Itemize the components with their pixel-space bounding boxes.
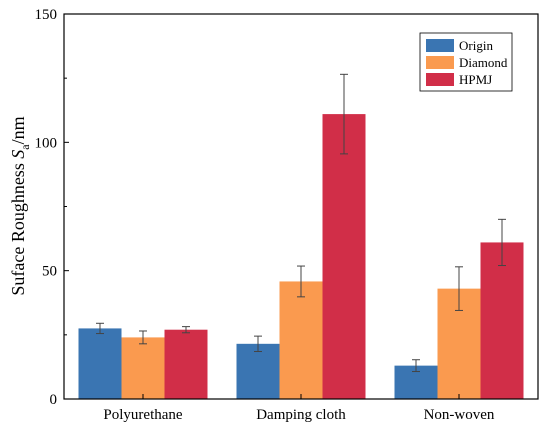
bar [480,242,524,399]
x-tick-label: Damping cloth [256,407,346,423]
legend-swatch [426,73,454,86]
y-axis: 0 50 100 150 [35,7,69,408]
bar [121,337,165,399]
bar [322,114,366,399]
legend-label: Origin [459,38,493,53]
legend-label: Diamond [459,55,508,70]
error-bars-layer [96,73,506,373]
bars-layer [78,114,524,399]
x-tick-label: Non-woven [424,407,495,423]
y-axis-title: Suface Roughness Sa/nm [8,116,32,295]
legend-swatch [426,56,454,69]
y-tick-label: 50 [42,264,57,280]
y-axis-title-text: Suface Roughness [8,159,28,296]
legend: Origin Diamond HPMJ [419,32,513,92]
bar [78,328,122,399]
y-tick-label: 100 [35,135,58,151]
y-tick-label: 0 [50,392,58,408]
bar [164,329,208,399]
y-tick-label: 150 [35,7,58,23]
y-axis-title-subscript: a [18,144,32,150]
bar [279,281,323,399]
bar [236,343,280,399]
x-axis: Polyurethane Damping cloth Non-woven [103,394,495,423]
legend-label: HPMJ [459,72,492,87]
legend-swatch [426,39,454,52]
x-tick-label: Polyurethane [103,407,182,423]
y-axis-title-unit: /nm [8,116,28,144]
y-axis-title-symbol: S [8,150,28,159]
